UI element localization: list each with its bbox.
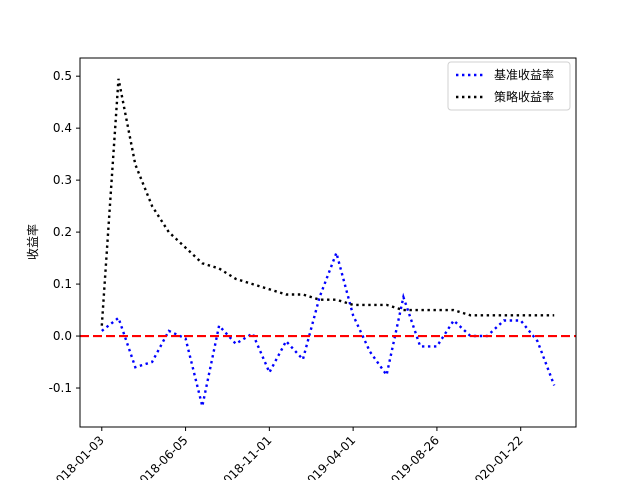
x-tick-label: 2020-01-22 (467, 433, 526, 480)
plot-content (80, 78, 576, 407)
y-tick-label: 0.4 (53, 121, 72, 135)
x-tick-label: 2018-01-03 (48, 433, 107, 480)
y-tick-label: -0.1 (49, 381, 72, 395)
series-line-1 (100, 78, 555, 326)
x-tick-label: 2019-04-01 (299, 433, 358, 480)
legend-entry-0: 基准收益率 (494, 67, 554, 82)
y-tick-label: 0.2 (53, 225, 72, 239)
y-axis: -0.1 0.0 0.1 0.2 0.3 0.4 0.5 (49, 69, 80, 395)
y-tick-label: 0.0 (53, 329, 72, 343)
y-tick-label: 0.5 (53, 69, 72, 83)
x-tick-label: 2019-08-26 (383, 433, 442, 480)
series-line-0 (101, 249, 556, 407)
x-tick-label: 2018-11-01 (215, 433, 274, 480)
y-tick-label: 0.1 (53, 277, 72, 291)
x-axis: 2018-01-03 2018-06-05 2018-11-01 2019-04-01… (48, 427, 526, 480)
legend-box (447, 61, 571, 111)
y-axis-label: 收益率 (25, 224, 40, 260)
y-tick-label: 0.3 (53, 173, 72, 187)
legend-entry-1: 策略收益率 (494, 89, 554, 104)
x-tick-label: 2018-06-05 (131, 433, 190, 480)
plot-frame (79, 57, 577, 428)
